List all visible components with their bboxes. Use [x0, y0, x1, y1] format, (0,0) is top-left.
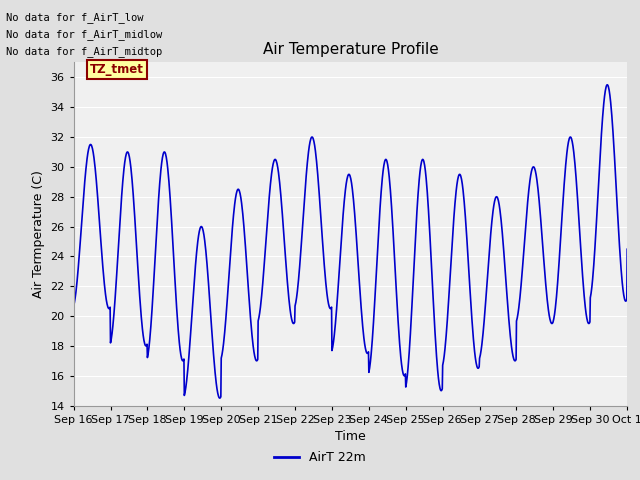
Title: Air Temperature Profile: Air Temperature Profile — [262, 42, 438, 57]
Text: No data for f_AirT_midtop: No data for f_AirT_midtop — [6, 46, 163, 57]
Text: TZ_tmet: TZ_tmet — [90, 63, 144, 76]
X-axis label: Time: Time — [335, 430, 366, 443]
Text: No data for f_AirT_midlow: No data for f_AirT_midlow — [6, 29, 163, 40]
Y-axis label: Air Termperature (C): Air Termperature (C) — [32, 170, 45, 298]
Legend: AirT 22m: AirT 22m — [269, 446, 371, 469]
Text: No data for f_AirT_low: No data for f_AirT_low — [6, 12, 144, 23]
